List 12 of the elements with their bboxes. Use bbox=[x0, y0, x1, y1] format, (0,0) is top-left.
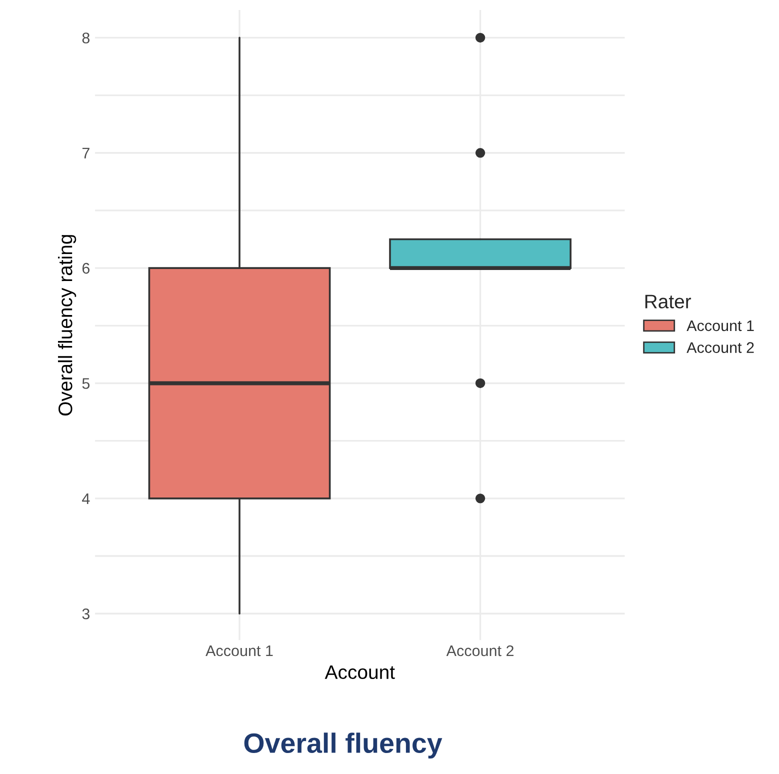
y-tick-label: 5 bbox=[82, 378, 90, 389]
y-tick-label: 6 bbox=[82, 262, 90, 274]
legend-label: Account 1 bbox=[686, 320, 754, 332]
y-axis-title: Overall fluency rating bbox=[58, 235, 76, 416]
legend-label: Account 2 bbox=[686, 342, 754, 354]
legend-title: Rater bbox=[645, 294, 692, 308]
y-tick-label: 4 bbox=[82, 493, 90, 504]
text: Overall fluency bbox=[244, 732, 442, 759]
y-tick-label: 3 bbox=[82, 608, 90, 620]
y-tick-label: 7 bbox=[82, 148, 90, 158]
x-axis-title: Account bbox=[324, 665, 395, 680]
y-tick-label: 8 bbox=[82, 32, 90, 44]
